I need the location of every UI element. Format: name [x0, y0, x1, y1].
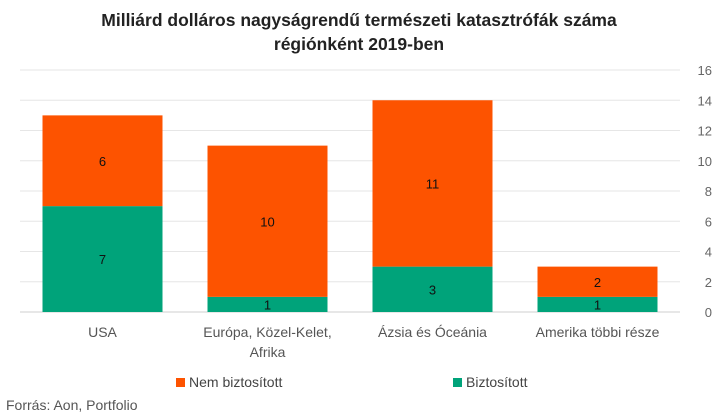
data-label: 1 [594, 297, 601, 312]
y-tick-label: 2 [705, 275, 712, 290]
y-tick-label: 10 [698, 154, 712, 169]
data-label: 11 [426, 176, 440, 191]
bar-segment-nem-biztositott [537, 266, 658, 297]
bar-segment-biztositott [207, 296, 328, 312]
bar-segment-biztositott [372, 266, 493, 312]
y-tick-label: 14 [698, 93, 712, 108]
bar-segment-nem-biztositott [207, 145, 328, 297]
y-axis-ticks: 0 2 4 6 8 10 12 14 16 [698, 63, 712, 320]
bar-segment-nem-biztositott [42, 115, 163, 207]
data-label: 6 [99, 154, 106, 169]
x-axis-categories: USA Európa, Közel-Kelet, Afrika Ázsia és Óc… [88, 324, 659, 360]
legend-item-nem-biztositott: Nem biztosított [176, 374, 282, 390]
category-label: Afrika [250, 344, 286, 360]
bar-segment-biztositott [537, 296, 658, 312]
legend-swatch-nem-biztositott [176, 378, 185, 387]
chart-title-line-2: régiónként 2019-ben [273, 34, 445, 54]
category-label: Amerika többi része [536, 324, 660, 340]
y-tick-label: 0 [705, 305, 712, 320]
legend-label-nem-biztositott: Nem biztosított [189, 374, 283, 390]
category-label: Európa, Közel-Kelet, [203, 324, 331, 340]
y-tick-label: 8 [705, 184, 712, 199]
legend-item-biztositott: Biztosított [453, 374, 527, 390]
data-label: 2 [594, 275, 601, 290]
data-label: 10 [260, 214, 274, 229]
legend-label-biztositott: Biztosított [466, 374, 528, 390]
y-tick-label: 6 [705, 214, 712, 229]
data-label: 3 [429, 282, 436, 297]
bar-segment-biztositott [42, 206, 163, 312]
category-label: Ázsia és Óceánia [378, 324, 487, 340]
bars [42, 100, 658, 312]
chart-title-line-1: Milliárd dolláros nagyságrendű természet… [101, 10, 617, 30]
legend-swatch-biztositott [453, 378, 462, 387]
data-label: 7 [99, 252, 106, 267]
y-tick-label: 16 [698, 63, 712, 78]
category-label: USA [88, 324, 117, 340]
y-tick-label: 12 [698, 124, 712, 139]
chart-title: Milliárd dolláros nagyságrendű természet… [0, 8, 718, 56]
data-label: 1 [264, 297, 271, 312]
source-note: Forrás: Aon, Portfolio [6, 397, 138, 413]
bar-segment-nem-biztositott [372, 100, 493, 267]
y-tick-label: 4 [705, 245, 712, 260]
